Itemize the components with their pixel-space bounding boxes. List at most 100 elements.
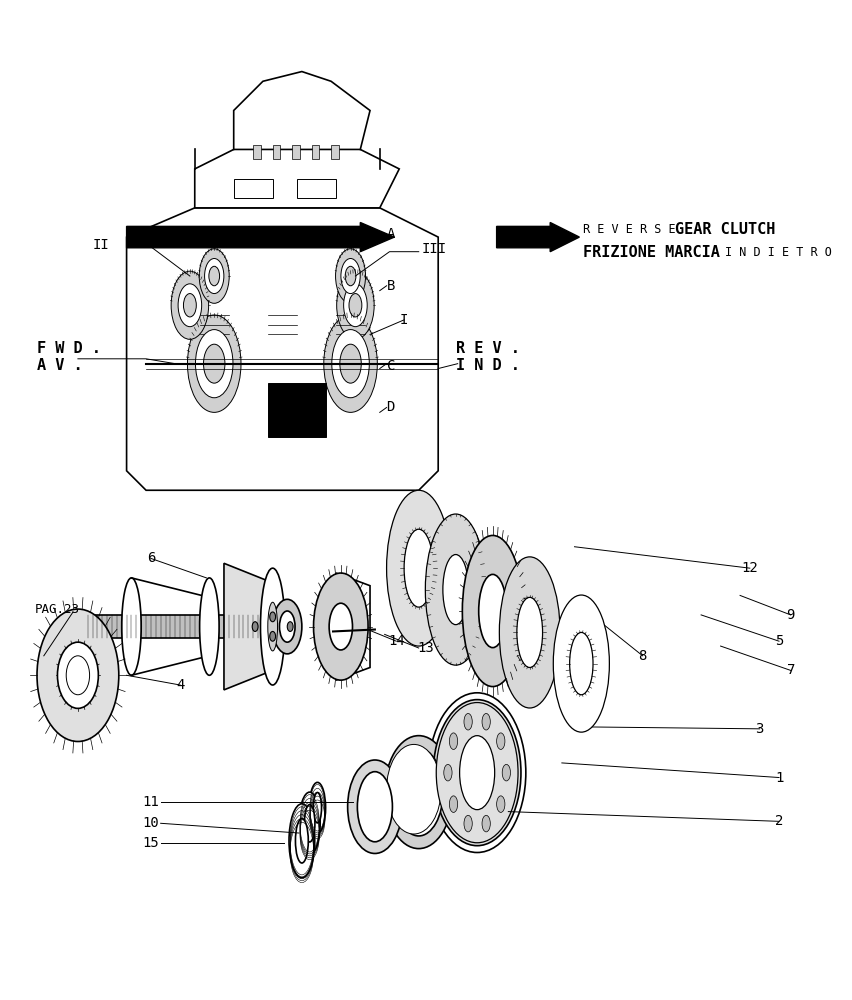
Ellipse shape bbox=[464, 815, 472, 832]
Text: R E V .: R E V . bbox=[456, 341, 520, 356]
Ellipse shape bbox=[463, 535, 523, 687]
Text: I: I bbox=[400, 313, 407, 327]
Text: 11: 11 bbox=[142, 795, 159, 809]
FancyArrow shape bbox=[497, 222, 579, 252]
Text: 12: 12 bbox=[741, 561, 758, 575]
Ellipse shape bbox=[449, 733, 458, 749]
Ellipse shape bbox=[270, 631, 275, 641]
Ellipse shape bbox=[553, 595, 609, 732]
Ellipse shape bbox=[337, 271, 374, 339]
Ellipse shape bbox=[195, 330, 233, 398]
Ellipse shape bbox=[570, 632, 593, 695]
Ellipse shape bbox=[309, 782, 325, 833]
Polygon shape bbox=[195, 140, 400, 208]
Ellipse shape bbox=[387, 744, 441, 834]
Bar bbox=[331, 145, 339, 159]
Text: D: D bbox=[387, 400, 395, 414]
Text: 2: 2 bbox=[774, 814, 783, 828]
Ellipse shape bbox=[348, 760, 402, 853]
Text: 15: 15 bbox=[142, 836, 159, 850]
Ellipse shape bbox=[178, 284, 202, 327]
Text: II: II bbox=[92, 238, 109, 252]
Ellipse shape bbox=[314, 793, 321, 823]
Bar bbox=[253, 145, 261, 159]
Ellipse shape bbox=[270, 612, 275, 622]
Ellipse shape bbox=[482, 815, 490, 832]
Ellipse shape bbox=[387, 490, 451, 646]
Text: 7: 7 bbox=[786, 663, 795, 677]
Ellipse shape bbox=[324, 315, 377, 412]
Ellipse shape bbox=[66, 656, 89, 695]
Ellipse shape bbox=[204, 344, 225, 383]
Ellipse shape bbox=[341, 259, 360, 294]
Ellipse shape bbox=[404, 529, 434, 607]
Ellipse shape bbox=[199, 249, 229, 303]
Ellipse shape bbox=[183, 294, 196, 317]
Ellipse shape bbox=[459, 736, 495, 810]
Ellipse shape bbox=[340, 344, 361, 383]
Ellipse shape bbox=[199, 578, 219, 675]
Ellipse shape bbox=[279, 611, 295, 642]
Ellipse shape bbox=[357, 772, 393, 842]
Ellipse shape bbox=[384, 736, 452, 849]
Polygon shape bbox=[336, 573, 370, 680]
Ellipse shape bbox=[394, 748, 443, 836]
Ellipse shape bbox=[517, 597, 543, 667]
Ellipse shape bbox=[343, 284, 367, 327]
Bar bbox=[273, 145, 280, 159]
Polygon shape bbox=[268, 383, 326, 437]
Ellipse shape bbox=[287, 622, 293, 631]
Ellipse shape bbox=[449, 796, 458, 812]
Text: 6: 6 bbox=[147, 551, 155, 565]
Text: I N D I E T R O: I N D I E T R O bbox=[725, 246, 832, 259]
Ellipse shape bbox=[436, 703, 518, 843]
Bar bbox=[297, 179, 336, 198]
Polygon shape bbox=[233, 72, 370, 149]
Ellipse shape bbox=[345, 266, 356, 286]
Ellipse shape bbox=[273, 599, 302, 654]
Ellipse shape bbox=[304, 805, 315, 842]
Ellipse shape bbox=[482, 713, 490, 730]
Ellipse shape bbox=[261, 568, 285, 685]
Ellipse shape bbox=[331, 330, 369, 398]
Ellipse shape bbox=[336, 249, 366, 303]
Bar bbox=[83, 615, 297, 638]
Text: A V .: A V . bbox=[37, 358, 83, 373]
Bar bbox=[233, 179, 273, 198]
Ellipse shape bbox=[289, 804, 314, 878]
Polygon shape bbox=[224, 563, 273, 690]
Text: 10: 10 bbox=[142, 816, 159, 830]
Ellipse shape bbox=[444, 764, 452, 781]
Ellipse shape bbox=[187, 315, 241, 412]
Text: R E V E R S E: R E V E R S E bbox=[584, 223, 676, 236]
Ellipse shape bbox=[296, 819, 308, 863]
Ellipse shape bbox=[57, 642, 98, 708]
Ellipse shape bbox=[299, 792, 320, 854]
Text: FRIZIONE MARCIA: FRIZIONE MARCIA bbox=[584, 245, 720, 260]
Ellipse shape bbox=[464, 713, 472, 730]
Ellipse shape bbox=[499, 557, 560, 708]
Ellipse shape bbox=[497, 733, 505, 749]
Ellipse shape bbox=[479, 574, 507, 648]
FancyArrow shape bbox=[127, 222, 394, 252]
Text: 5: 5 bbox=[774, 634, 783, 648]
Text: PAG.23: PAG.23 bbox=[35, 603, 80, 616]
Text: GEAR CLUTCH: GEAR CLUTCH bbox=[675, 222, 775, 237]
Ellipse shape bbox=[209, 266, 220, 286]
Ellipse shape bbox=[268, 602, 278, 651]
Polygon shape bbox=[127, 208, 438, 490]
Ellipse shape bbox=[497, 796, 505, 812]
Text: A: A bbox=[387, 227, 395, 241]
Text: I N D .: I N D . bbox=[456, 358, 520, 373]
Text: 4: 4 bbox=[176, 678, 184, 692]
Bar bbox=[312, 145, 320, 159]
Text: B: B bbox=[387, 279, 395, 293]
Ellipse shape bbox=[252, 622, 258, 631]
Text: F W D .: F W D . bbox=[37, 341, 101, 356]
Ellipse shape bbox=[434, 700, 521, 846]
Text: 3: 3 bbox=[756, 722, 763, 736]
Ellipse shape bbox=[502, 764, 510, 781]
Ellipse shape bbox=[171, 271, 209, 339]
Text: 1: 1 bbox=[774, 771, 783, 785]
Text: III: III bbox=[422, 242, 446, 256]
